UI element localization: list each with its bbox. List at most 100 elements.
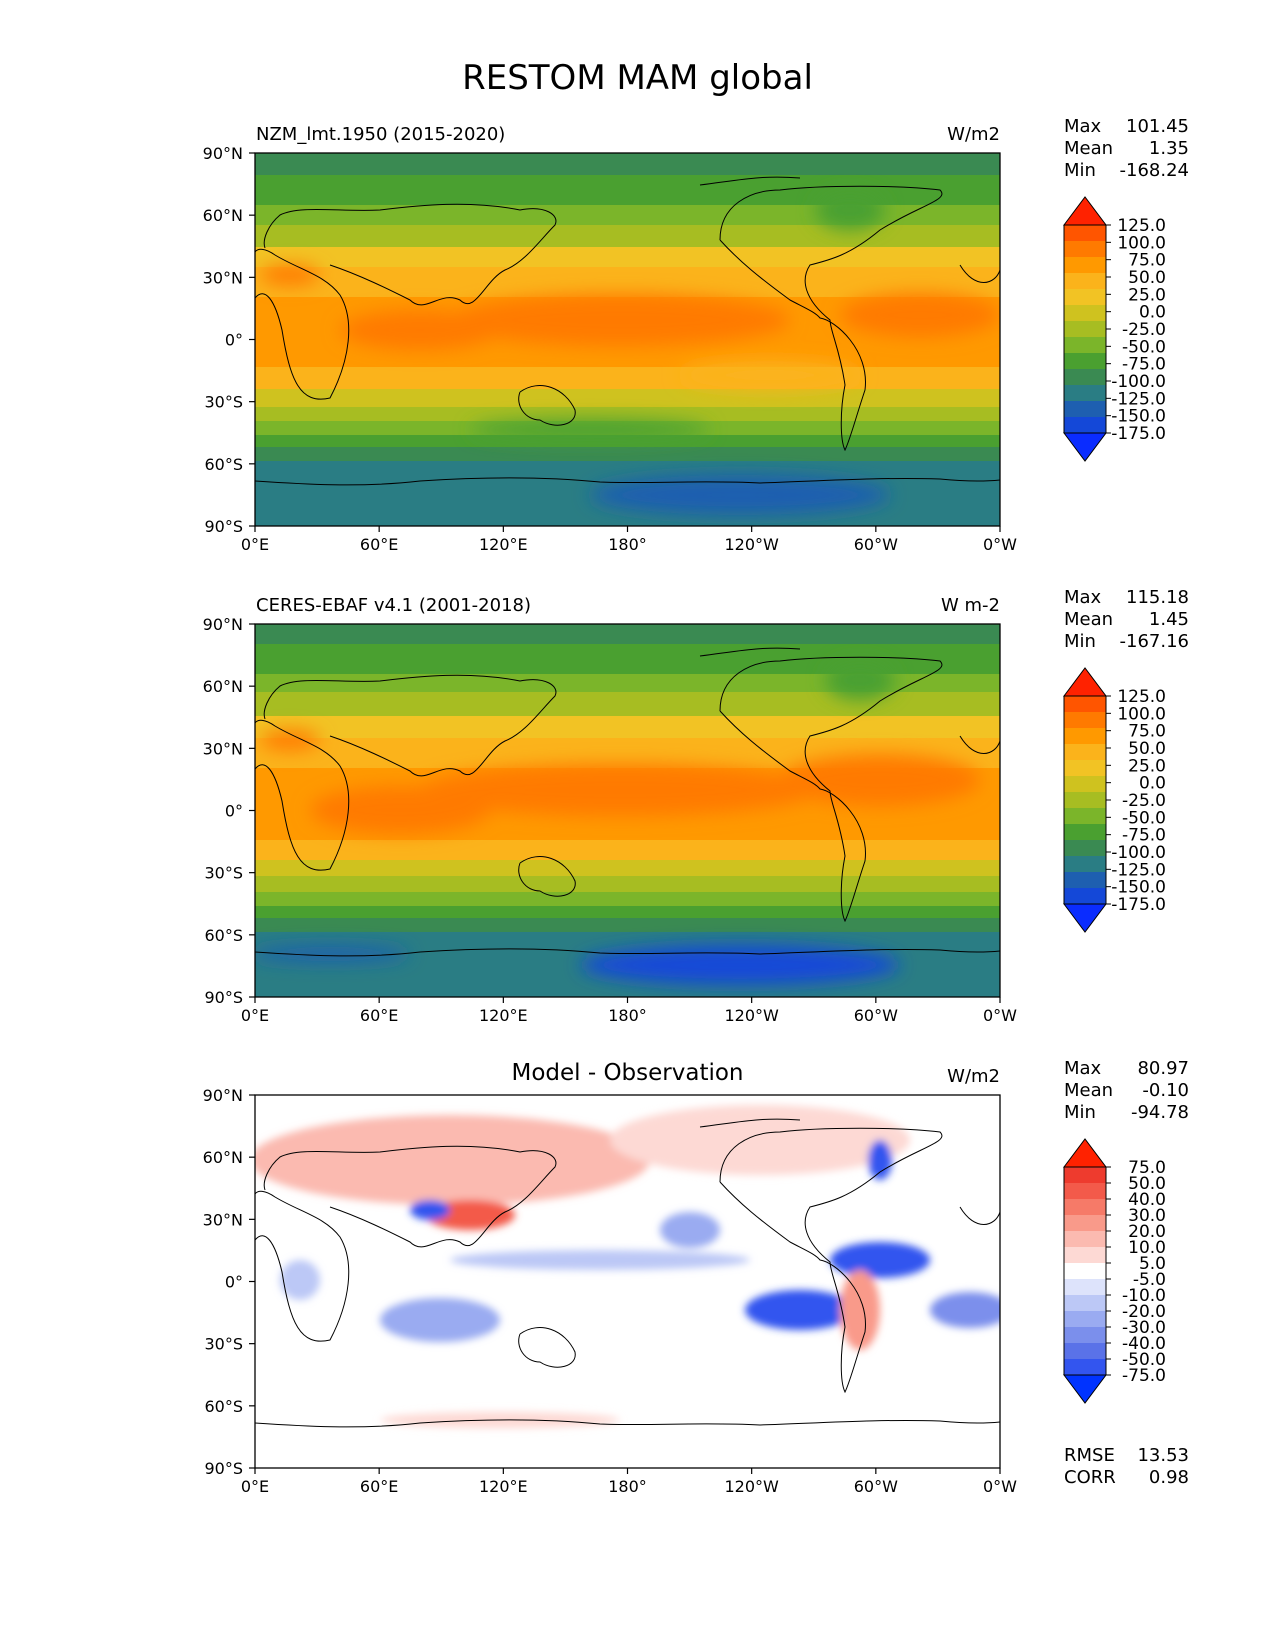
colorbar-tick-label: -175.0 (1111, 895, 1166, 915)
colorbar-extend-top (1063, 1138, 1107, 1168)
colorbar-tick-label: -50.0 (1122, 808, 1166, 828)
colorbar-segment (1064, 824, 1106, 841)
y-tick-label: 30°S (204, 864, 243, 883)
y-tick-label: 0° (225, 1273, 243, 1292)
colorbar-segment (1064, 792, 1106, 809)
colorbar-segment (1064, 1279, 1106, 1296)
colorbar-tick-label: -50.0 (1122, 1350, 1166, 1370)
y-tick-label: 30°S (204, 393, 243, 412)
colorbar-tick-label: -25.0 (1122, 320, 1166, 340)
y-tick-label: 90°S (204, 988, 243, 1007)
stat-value: 1.45 (1148, 609, 1189, 630)
stat-value: 115.18 (1126, 587, 1189, 608)
colorbar-tick-label: 100.0 (1117, 233, 1166, 253)
y-tick-label: 60°S (204, 926, 243, 945)
y-tick-label: 90°N (203, 615, 243, 634)
stat-label: Min (1064, 631, 1096, 652)
colorbar-segment (1064, 353, 1106, 370)
colorbar-tick-label: 50.0 (1128, 739, 1166, 759)
x-tick-label: 60°W (854, 1477, 898, 1496)
colorbar-tick-label: 10.0 (1128, 1238, 1166, 1258)
panel-stats: Max 115.18 Mean 1.45 Min -167.16 (1064, 587, 1189, 653)
axes-panel-0: 0°E 60°E 120°E 180° 120°W 60°W 0°W 90°N 60°N 30°N… (203, 144, 1018, 554)
colorbar-tick-label: -50.0 (1122, 337, 1166, 357)
stat-value: 0.98 (1148, 1467, 1189, 1488)
colorbar-segment (1064, 712, 1106, 729)
colorbar-segment (1064, 369, 1106, 386)
coastlines (255, 1118, 1000, 1428)
y-tick-label: 60°S (204, 455, 243, 474)
y-tick-label: 60°N (203, 1148, 243, 1167)
panel-left-label: CERES-EBAF v4.1 (2001-2018) (256, 595, 532, 616)
y-tick-label: 90°N (203, 144, 243, 163)
colorbar-tick-label: 30.0 (1128, 1206, 1166, 1226)
panel-units-label: W/m2 (947, 124, 1000, 145)
colorbar-extend-top (1063, 196, 1107, 226)
colorbar-tick-label: -30.0 (1122, 1318, 1166, 1338)
colorbar-segment (1064, 1167, 1106, 1184)
colorbar-segment (1064, 1327, 1106, 1344)
colorbar-tick-label: -150.0 (1111, 878, 1166, 898)
colorbar-tick-label: 75.0 (1128, 722, 1166, 742)
panel-extra-stats: RMSE 13.53 CORR 0.98 (1064, 1445, 1189, 1489)
colorbar-segment (1064, 760, 1106, 777)
stat-label: Mean (1064, 1080, 1114, 1101)
colorbar-segment (1064, 1199, 1106, 1216)
colorbar-segment (1064, 776, 1106, 793)
x-tick-label: 0°W (983, 1477, 1017, 1496)
colorbar-extend-bottom (1063, 1374, 1107, 1404)
panel-units-label: W/m2 (947, 1066, 1000, 1087)
stat-value: 1.35 (1148, 138, 1189, 159)
colorbar-tick-label: 40.0 (1128, 1190, 1166, 1210)
y-tick-label: 90°S (204, 517, 243, 536)
x-tick-label: 120°E (479, 1477, 528, 1496)
panel-center-label: Model - Observation (511, 1060, 744, 1086)
x-tick-label: 120°W (724, 1477, 779, 1496)
colorbar-segment (1064, 840, 1106, 857)
colorbar-tick-label: -75.0 (1122, 355, 1166, 375)
x-tick-label: 60°E (360, 1006, 398, 1025)
panel-stats: Max 80.97 Mean -0.10 Min -94.78 (1064, 1058, 1189, 1124)
colorbar-segment (1064, 321, 1106, 338)
colorbar-tick-label: -125.0 (1111, 860, 1166, 880)
colorbar-1: 125.0100.075.050.025.00.0-25.0-50.0-75.0… (1063, 667, 1166, 933)
x-tick-label: 60°E (360, 1477, 398, 1496)
colorbar-segment (1064, 241, 1106, 258)
axes-panel-2: 0°E 60°E 120°E 180° 120°W 60°W 0°W 90°N 60°N 30°N… (203, 1086, 1018, 1496)
zonal-bands (255, 153, 1000, 526)
regional-anomalies (255, 660, 980, 985)
colorbar-extend-bottom (1063, 903, 1107, 933)
stat-value: -168.24 (1119, 160, 1189, 181)
colorbar-tick-label: 50.0 (1128, 1174, 1166, 1194)
colorbar-segment (1064, 385, 1106, 402)
colorbar-extend-top (1063, 667, 1107, 697)
x-tick-label: 120°E (479, 535, 528, 554)
map-panel-model (254, 152, 1001, 527)
colorbar-segment (1064, 872, 1106, 889)
colorbar-segment (1064, 305, 1106, 322)
colorbar-tick-label: -100.0 (1111, 372, 1166, 392)
colorbar-tick-label: 20.0 (1128, 1222, 1166, 1242)
y-tick-label: 60°N (203, 206, 243, 225)
x-tick-label: 60°E (360, 535, 398, 554)
y-tick-label: 60°N (203, 677, 243, 696)
stat-value: -0.10 (1142, 1080, 1189, 1101)
colorbar-tick-label: 75.0 (1128, 251, 1166, 271)
colorbar-segment (1064, 401, 1106, 418)
colorbar-tick-label: 75.0 (1128, 1158, 1166, 1178)
colorbar-tick-label: 5.0 (1139, 1254, 1166, 1274)
stat-label: Min (1064, 160, 1096, 181)
axis-ticks: 0°E 60°E 120°E 180° 120°W 60°W 0°W 90°N 60°N 30°N… (203, 144, 1018, 1496)
x-tick-label: 120°W (724, 535, 779, 554)
panel-stats: Max 101.45 Mean 1.35 Min -168.24 (1064, 116, 1189, 182)
y-tick-label: 0° (225, 802, 243, 821)
colorbar-segment (1064, 417, 1106, 434)
x-tick-label: 180° (608, 1477, 647, 1496)
colorbar-2: 75.050.040.030.020.010.05.0-5.0-10.0-20.… (1063, 1138, 1166, 1404)
colorbar-tick-label: 0.0 (1139, 303, 1166, 323)
colorbar-tick-label: 25.0 (1128, 756, 1166, 776)
colorbar-segment (1064, 1215, 1106, 1232)
stat-value: 101.45 (1126, 116, 1189, 137)
axes-panel-1: 0°E 60°E 120°E 180° 120°W 60°W 0°W 90°N 60°N 30°N… (203, 615, 1018, 1025)
stat-label: Max (1064, 116, 1102, 137)
